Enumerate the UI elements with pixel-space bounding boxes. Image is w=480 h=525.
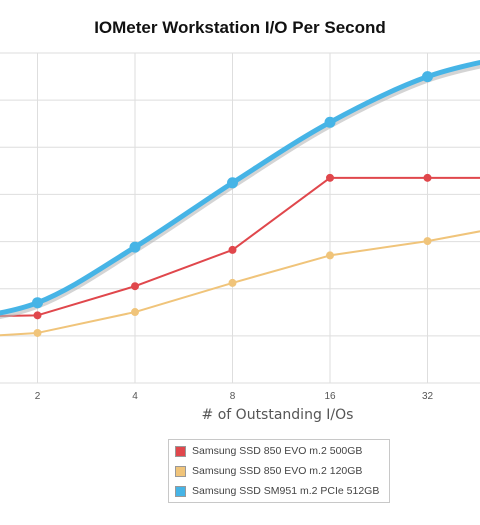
- legend-swatch: [175, 465, 186, 477]
- data-point: [326, 251, 334, 260]
- legend-item: Samsung SSD SM951 m.2 PCIe 512GB: [169, 481, 389, 501]
- data-point: [324, 116, 336, 128]
- series-line: [0, 59, 480, 316]
- series-line: [0, 230, 480, 337]
- series-layer: [0, 59, 480, 337]
- data-point: [423, 237, 432, 246]
- data-point: [33, 311, 42, 320]
- x-axis-label: # of Outstanding I/Os: [201, 407, 354, 423]
- grid-lines: [0, 52, 480, 384]
- data-point: [32, 297, 43, 309]
- data-point: [33, 328, 42, 337]
- legend: Samsung SSD 850 EVO m.2 500GB Samsung SSD…: [168, 439, 390, 503]
- legend-label: Samsung SSD 850 EVO m.2 500GB: [192, 445, 363, 457]
- data-point: [423, 173, 432, 182]
- data-point: [131, 308, 139, 317]
- x-tick-label: 32: [422, 391, 434, 402]
- legend-label: Samsung SSD 850 EVO m.2 120GB: [192, 465, 363, 477]
- x-tick-labels: 2 4 8 16 32: [35, 391, 434, 402]
- x-tick-label: 2: [35, 391, 41, 402]
- series-line: [0, 176, 480, 317]
- legend-item: Samsung SSD 850 EVO m.2 120GB: [169, 461, 389, 481]
- legend-item: Samsung SSD 850 EVO m.2 500GB: [169, 441, 389, 461]
- data-point: [129, 241, 141, 253]
- legend-swatch: [175, 485, 186, 497]
- chart-title: IOMeter Workstation I/O Per Second: [94, 18, 386, 37]
- legend-label: Samsung SSD SM951 m.2 PCIe 512GB: [192, 485, 380, 497]
- legend-swatch: [175, 445, 186, 457]
- x-tick-label: 4: [132, 391, 138, 402]
- data-point: [131, 282, 139, 291]
- data-point: [227, 177, 238, 189]
- x-tick-label: 8: [230, 391, 236, 402]
- data-point: [422, 71, 433, 83]
- data-point: [326, 173, 334, 182]
- data-point: [228, 278, 237, 287]
- x-tick-label: 16: [324, 391, 336, 402]
- data-point: [228, 245, 237, 254]
